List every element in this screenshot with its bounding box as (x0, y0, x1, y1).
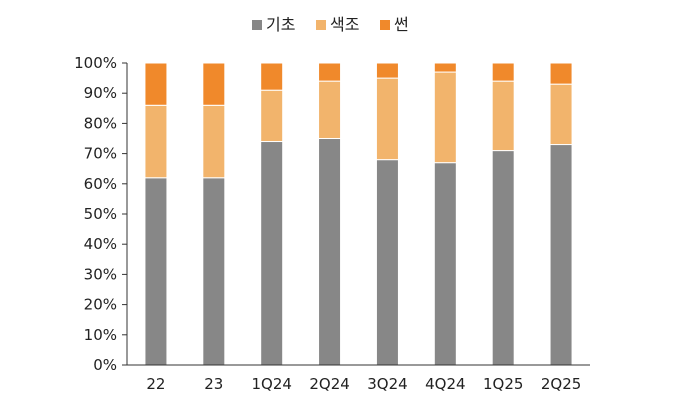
y-tick-label: 0% (93, 356, 117, 374)
bar-segment-3 (318, 62, 342, 82)
legend-label: 기초 (266, 15, 295, 34)
y-tick-label: 100% (74, 54, 117, 72)
x-tick-label: 3Q24 (367, 375, 407, 393)
bar-segment-2 (260, 89, 284, 143)
x-tick-label: 1Q25 (483, 375, 523, 393)
bar-segment-3 (144, 62, 168, 106)
y-tick-label: 80% (84, 114, 117, 132)
x-tick-label: 2Q25 (541, 375, 581, 393)
x-tick-label: 1Q24 (251, 375, 291, 393)
legend-item: 썬 (380, 15, 409, 34)
bar-segment-2 (491, 80, 515, 152)
bar-segment-1 (549, 144, 573, 366)
bar-segment-2 (318, 80, 342, 140)
bars (144, 62, 573, 366)
x-axis: 22 23 1Q24 2Q24 3Q24 4Q24 1Q25 2Q25 (127, 364, 590, 393)
legend-swatch (252, 20, 262, 30)
y-tick-label: 20% (84, 296, 117, 314)
y-tick-label: 50% (84, 205, 117, 223)
legend-item: 색조 (316, 15, 359, 34)
y-tick-label: 90% (84, 84, 117, 102)
y-tick-label: 30% (84, 265, 117, 283)
y-tick-label: 40% (84, 235, 117, 253)
bar-segment-2 (375, 77, 399, 161)
bar-segment-3 (491, 62, 515, 82)
legend-item: 기초 (252, 15, 295, 34)
bar-segment-2 (433, 71, 457, 164)
bar-segment-3 (260, 62, 284, 91)
bar-segment-3 (549, 62, 573, 85)
x-tick-label: 23 (204, 375, 223, 393)
y-tick-label: 10% (84, 326, 117, 344)
bar-segment-1 (202, 177, 226, 366)
y-tick-label: 70% (84, 145, 117, 163)
bar-segment-1 (375, 159, 399, 366)
legend-swatch (380, 20, 390, 30)
y-tick-label: 60% (84, 175, 117, 193)
bar-segment-1 (318, 138, 342, 366)
legend-label: 썬 (394, 15, 409, 34)
y-axis: 0% 10% 20% 30% 40% 50% 60% 70% 80% 90% 100% (74, 54, 128, 374)
bar-segment-3 (202, 62, 226, 106)
x-tick-label: 2Q24 (309, 375, 349, 393)
bar-segment-1 (491, 150, 515, 366)
bar-segment-1 (260, 141, 284, 366)
bar-segment-2 (202, 104, 226, 179)
bar-segment-2 (144, 104, 168, 179)
bar-segment-2 (549, 83, 573, 146)
bar-segment-1 (433, 162, 457, 366)
x-tick-label: 22 (146, 375, 165, 393)
x-tick-label: 4Q24 (425, 375, 465, 393)
bar-segment-1 (144, 177, 168, 366)
bar-segment-3 (375, 62, 399, 79)
legend-label: 색조 (330, 15, 359, 34)
legend: 기초 색조 썬 (252, 15, 409, 34)
legend-swatch (316, 20, 326, 30)
bar-segment-3 (433, 62, 457, 73)
